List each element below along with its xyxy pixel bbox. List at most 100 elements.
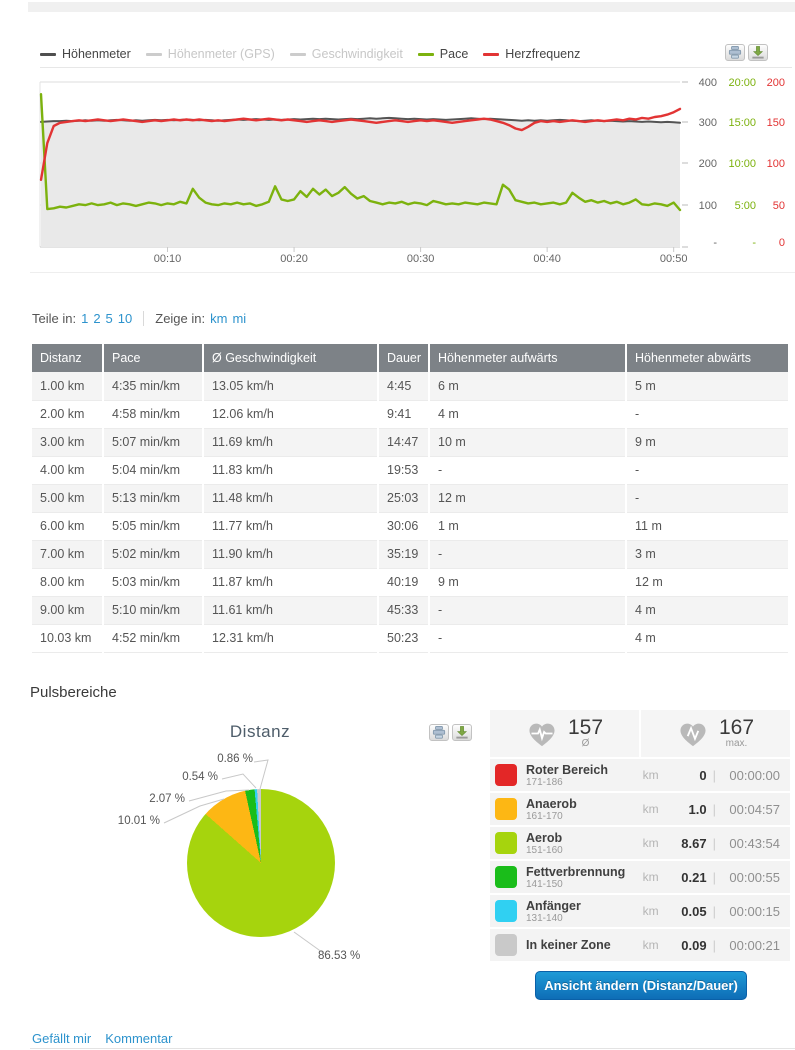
teile-option-10[interactable]: 10 <box>117 310 133 326</box>
pie-label: 10.01 % <box>117 815 160 827</box>
legend-item[interactable]: Höhenmeter <box>40 47 131 61</box>
legend-dash-icon <box>483 52 500 56</box>
table-cell: 4.00 km <box>32 456 104 485</box>
pie-label: 0.86 % <box>217 753 253 765</box>
zone-range: 141-150 <box>526 878 563 890</box>
svg-text:5:00: 5:00 <box>735 200 756 212</box>
teile-option-1[interactable]: 1 <box>81 310 89 326</box>
table-cell: 1 m <box>429 512 627 541</box>
teile-option-2[interactable]: 2 <box>93 310 101 326</box>
svg-text:300: 300 <box>699 117 717 129</box>
table-row: 2.00 km 4:58 min/km 12.06 km/h 9:41 4 m- <box>32 400 788 429</box>
table-cell: 11.83 km/h <box>203 456 379 485</box>
pulse-zone-row: Aerob 151-160 km 8.67 | 00:43:54 <box>490 827 790 859</box>
table-cell: 19:53 <box>378 456 430 485</box>
table-cell: 40:19 <box>378 568 430 597</box>
svg-text:-: - <box>713 237 717 249</box>
table-cell: 35:19 <box>378 540 430 569</box>
zeige-option-km[interactable]: km <box>210 310 228 326</box>
legend-item[interactable]: Geschwindigkeit <box>289 47 403 61</box>
table-row: 10.03 km 4:52 min/km 12.31 km/h 50:23-4 m <box>32 624 788 653</box>
avg-heart-rate-box: 157 Ø <box>490 710 639 757</box>
svg-text:00:40: 00:40 <box>533 253 561 265</box>
zone-distance-value: 0.21 <box>681 869 707 885</box>
table-cell: - <box>429 540 627 569</box>
table-header-cell: Pace <box>103 344 204 372</box>
table-row: 4.00 km 5:04 min/km 11.83 km/h 19:53- - <box>32 456 788 485</box>
zone-unit: km <box>642 938 659 952</box>
splits-table: Distanz Pace Ø Geschwindigkeit Dauer Höhenme… <box>32 344 788 653</box>
table-cell: - <box>429 456 627 485</box>
like-link[interactable]: Gefällt mir <box>32 1031 92 1046</box>
table-cell: 13.05 km/h <box>203 372 379 401</box>
print-chart-button[interactable] <box>725 44 745 61</box>
table-cell: 11.61 km/h <box>203 596 379 625</box>
legend-item[interactable]: Höhenmeter (GPS) <box>145 47 275 61</box>
legend-label: Höhenmeter (GPS) <box>167 47 275 61</box>
pie-label-connectors <box>163 759 327 956</box>
zone-color-swatch <box>495 832 517 854</box>
svg-text:100: 100 <box>767 158 785 170</box>
table-cell: 9 m <box>429 568 627 597</box>
legend-dash-icon <box>145 52 162 56</box>
table-row: 7.00 km 5:02 min/km 11.90 km/h 35:19-3 m <box>32 540 788 569</box>
table-cell: 45:33 <box>378 596 430 625</box>
change-view-button[interactable]: Ansicht ändern (Distanz/Dauer) <box>535 971 747 1000</box>
svg-text:15:00: 15:00 <box>728 117 756 129</box>
pie-title: Distanz <box>229 722 291 741</box>
table-cell: 7.00 km <box>32 540 104 569</box>
svg-text:20:00: 20:00 <box>728 77 756 89</box>
pulse-zone-row: Roter Bereich 171-186 km 0 | 00:00:00 <box>490 759 790 791</box>
svg-text:10:00: 10:00 <box>728 158 756 170</box>
download-chart-button[interactable] <box>748 44 768 61</box>
legend-item[interactable]: Herzfrequenz <box>483 47 580 61</box>
table-cell: 4:52 min/km <box>103 624 204 653</box>
value-separator: | <box>712 869 716 885</box>
table-cell: 4:58 min/km <box>103 400 204 429</box>
table-cell: 2.00 km <box>32 400 104 429</box>
printer-icon <box>432 726 446 739</box>
table-cell: 4 m <box>429 400 627 429</box>
legend-dash-icon <box>40 52 56 56</box>
svg-text:200: 200 <box>767 77 785 89</box>
table-cell: 9.00 km <box>32 596 104 625</box>
zeige-option-mi[interactable]: mi <box>232 310 247 326</box>
comment-link[interactable]: Kommentar <box>105 1031 173 1046</box>
print-pie-button[interactable] <box>429 724 449 741</box>
table-header-row: Distanz Pace Ø Geschwindigkeit Dauer Höhenme… <box>32 344 788 372</box>
splits-controls: Teile in: 1 2 5 10 Zeige in: km mi <box>32 308 246 328</box>
pie-label: 0.54 % <box>182 771 218 783</box>
svg-text:-: - <box>752 237 756 249</box>
zone-range: 161-170 <box>526 810 563 822</box>
legend-label: Herzfrequenz <box>505 47 581 61</box>
svg-text:00:30: 00:30 <box>407 253 435 265</box>
pie-chart-area: Distanz 0.86 % 0.54 % 2.07 % 10.01 % <box>30 700 490 1020</box>
footer-divider <box>30 1048 795 1049</box>
chart-legend: Höhenmeter Höhenmeter (GPS) Geschwindigkei… <box>40 44 700 64</box>
legend-item[interactable]: Pace <box>417 47 468 61</box>
zone-distance-value: 1.0 <box>688 801 707 817</box>
distance-pie-chart[interactable] <box>187 789 335 937</box>
table-header-cell: Höhenmeter aufwärts <box>429 344 627 372</box>
legend-label: Höhenmeter <box>62 47 131 61</box>
zone-name: Anfänger <box>526 898 581 913</box>
table-cell: 4 m <box>626 624 788 653</box>
legend-divider <box>40 67 792 68</box>
table-cell: 12.06 km/h <box>203 400 379 429</box>
teile-option-5[interactable]: 5 <box>105 310 113 326</box>
download-pie-button[interactable] <box>452 724 472 741</box>
zone-name: Aerob <box>526 830 563 845</box>
table-row: 5.00 km 5:13 min/km 11.48 km/h 25:03 12 m- <box>32 484 788 513</box>
activity-line-chart[interactable]: 00:10 00:20 00:30 00:40 00:50 400 300 200 100 - 20… <box>30 70 795 275</box>
pulse-zones-list: Roter Bereich 171-186 km 0 | 00:00:00 Anaerob 1… <box>490 759 790 961</box>
avg-heart-rate-label: Ø <box>581 738 590 749</box>
table-cell: 5:07 min/km <box>103 428 204 457</box>
pulse-zone-row: In keiner Zone km 0.09 | 00:00:21 <box>490 929 790 961</box>
table-header-cell: Distanz <box>32 344 104 372</box>
max-heart-rate-label: max. <box>725 738 748 749</box>
table-cell: - <box>626 400 788 429</box>
zone-distance-value: 0 <box>699 767 707 783</box>
heart-avg-icon <box>529 723 555 747</box>
table-cell: 3.00 km <box>32 428 104 457</box>
